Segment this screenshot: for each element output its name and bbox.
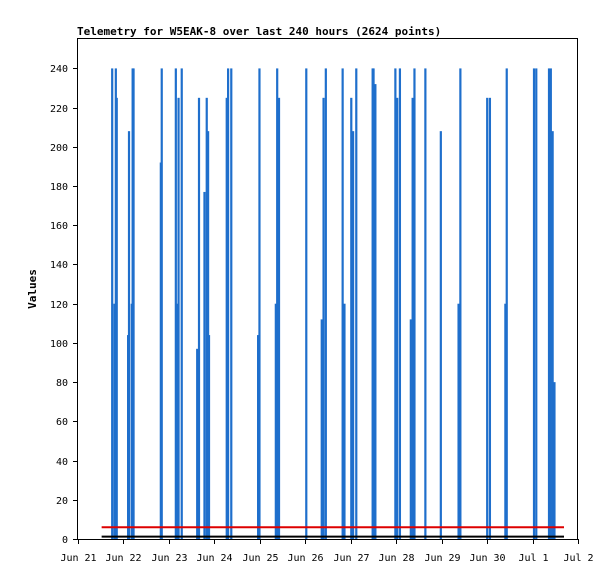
spike-bar bbox=[207, 335, 211, 539]
spike-bar bbox=[230, 68, 233, 539]
spike-bar bbox=[457, 303, 460, 539]
spike-bar bbox=[113, 303, 116, 539]
spike-bar bbox=[197, 97, 201, 539]
spike-bar bbox=[258, 68, 261, 539]
y-axis-label: Values bbox=[26, 269, 39, 309]
plot-frame bbox=[77, 38, 578, 540]
spike-bar bbox=[553, 382, 556, 539]
spike-bar bbox=[372, 68, 375, 539]
spike-bar bbox=[177, 97, 180, 539]
spike-bar bbox=[274, 303, 277, 539]
x-tick-label: Jul 2 bbox=[563, 553, 593, 564]
y-tick-label: 160 bbox=[50, 221, 68, 232]
spike-bar bbox=[551, 131, 554, 539]
x-tick-label: Jun 26 bbox=[287, 553, 323, 564]
spike-bar bbox=[115, 97, 118, 539]
y-axis: 0 20 40 60 80 100 120 140 160 180 200 220 240 bbox=[50, 64, 78, 546]
x-tick-label: Jun 24 bbox=[196, 553, 232, 564]
spike-bar bbox=[257, 335, 260, 539]
y-tick-label: 220 bbox=[50, 104, 68, 115]
spike-bar bbox=[486, 97, 489, 539]
y-tick-label: 180 bbox=[50, 182, 68, 193]
spike-bar bbox=[549, 68, 552, 539]
spike-bar bbox=[320, 319, 323, 539]
spike-bar bbox=[350, 97, 353, 539]
spike-bar bbox=[411, 97, 414, 539]
spike-bar bbox=[277, 97, 281, 539]
spike-bar bbox=[341, 68, 344, 539]
spike-bar bbox=[205, 97, 208, 539]
y-tick-label: 100 bbox=[50, 339, 68, 350]
spike-bar bbox=[352, 131, 355, 539]
y-tick-label: 20 bbox=[56, 496, 68, 507]
y-tick-label: 140 bbox=[50, 260, 68, 271]
spike-bar bbox=[160, 68, 163, 539]
spike-bar bbox=[547, 68, 551, 539]
spike-bar bbox=[305, 68, 308, 539]
spike-bar bbox=[180, 68, 183, 539]
spike-bar bbox=[374, 84, 377, 540]
spike-bar bbox=[505, 68, 508, 539]
x-tick-label: Jun 30 bbox=[469, 553, 505, 564]
spike-bar bbox=[488, 97, 492, 539]
spike-bar bbox=[459, 68, 462, 539]
spike-bar bbox=[396, 97, 399, 539]
spike-bar bbox=[355, 68, 358, 539]
spikes-series bbox=[111, 68, 556, 540]
x-tick-label: Jun 23 bbox=[151, 553, 187, 564]
x-axis: Jun 21 Jun 22 Jun 23 Jun 24 Jun 25 Jun 26 Jun … bbox=[60, 539, 594, 564]
spike-bar bbox=[439, 131, 442, 539]
x-tick-label: Jun 27 bbox=[333, 553, 369, 564]
spike-bar bbox=[343, 303, 346, 539]
spike-bar bbox=[127, 131, 131, 539]
spike-bar bbox=[532, 68, 536, 539]
y-tick-label: 120 bbox=[50, 300, 68, 311]
spike-bar bbox=[225, 97, 228, 539]
spike-bar bbox=[535, 68, 538, 539]
spike-bar bbox=[175, 303, 178, 539]
spike-bar bbox=[276, 68, 279, 539]
chart-title: Telemetry for W5EAK-8 over last 240 hour… bbox=[77, 25, 441, 38]
x-tick-label: Jun 29 bbox=[424, 553, 460, 564]
y-tick-label: 240 bbox=[50, 64, 68, 75]
spike-bar bbox=[504, 303, 507, 539]
x-tick-label: Jul 1 bbox=[518, 553, 548, 564]
y-tick-label: 60 bbox=[56, 417, 68, 428]
spike-bar bbox=[227, 68, 230, 539]
spike-bar bbox=[324, 68, 327, 539]
x-tick-label: Jun 22 bbox=[105, 553, 141, 564]
y-tick-label: 0 bbox=[62, 535, 68, 546]
x-tick-label: Jun 21 bbox=[60, 553, 96, 564]
spike-bar bbox=[111, 68, 114, 539]
spike-bar bbox=[413, 68, 416, 539]
y-tick-label: 40 bbox=[56, 457, 68, 468]
spike-bar bbox=[424, 68, 427, 539]
spike-bar bbox=[322, 97, 325, 539]
spike-bar bbox=[394, 68, 397, 539]
x-tick-label: Jun 25 bbox=[242, 553, 278, 564]
spike-bar bbox=[203, 191, 206, 540]
y-tick-label: 80 bbox=[56, 378, 68, 389]
spike-bar bbox=[132, 68, 135, 539]
spike-bar bbox=[409, 319, 412, 539]
spike-bar bbox=[196, 348, 199, 539]
spike-bar bbox=[398, 68, 402, 539]
y-tick-label: 200 bbox=[50, 143, 68, 154]
x-tick-label: Jun 28 bbox=[378, 553, 414, 564]
